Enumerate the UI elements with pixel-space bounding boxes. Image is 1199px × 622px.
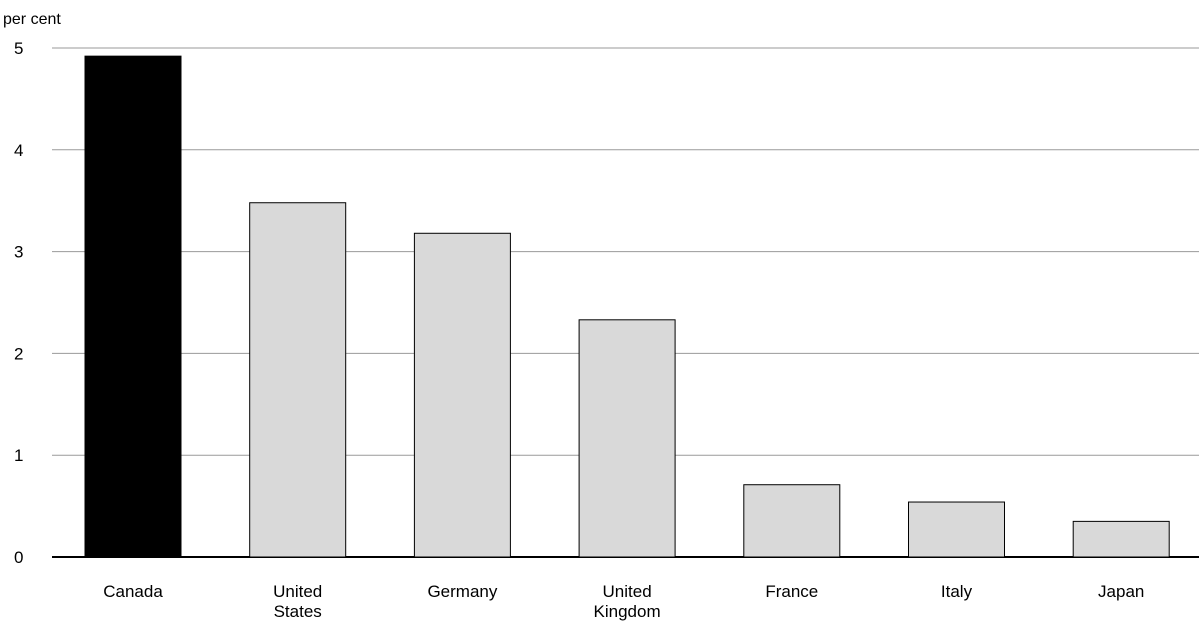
y-tick-label: 4 xyxy=(14,141,23,160)
x-category-label: Italy xyxy=(941,582,973,601)
y-tick-label: 3 xyxy=(14,243,23,262)
y-tick-label: 2 xyxy=(14,344,23,363)
bar xyxy=(84,55,182,558)
y-tick-label: 0 xyxy=(14,548,23,567)
y-tick-label: 5 xyxy=(14,39,23,58)
y-axis-unit-label: per cent xyxy=(3,11,61,28)
x-category-label: United xyxy=(603,582,652,601)
bars xyxy=(84,55,1170,558)
x-category-label: Japan xyxy=(1098,582,1144,601)
x-category-label: Germany xyxy=(427,582,497,601)
bar xyxy=(1072,520,1170,558)
bar xyxy=(908,501,1005,558)
y-axis-ticks: 0 1 2 3 4 5 xyxy=(14,39,23,567)
bar xyxy=(743,484,841,558)
x-category-label: Kingdom xyxy=(594,602,661,621)
x-category-label: States xyxy=(274,602,322,621)
bar xyxy=(249,202,347,558)
x-category-label: United xyxy=(273,582,322,601)
bar xyxy=(413,232,511,558)
x-category-label: France xyxy=(765,582,818,601)
bar xyxy=(578,319,676,558)
x-category-label: Canada xyxy=(103,582,163,601)
y-tick-label: 1 xyxy=(14,446,23,465)
